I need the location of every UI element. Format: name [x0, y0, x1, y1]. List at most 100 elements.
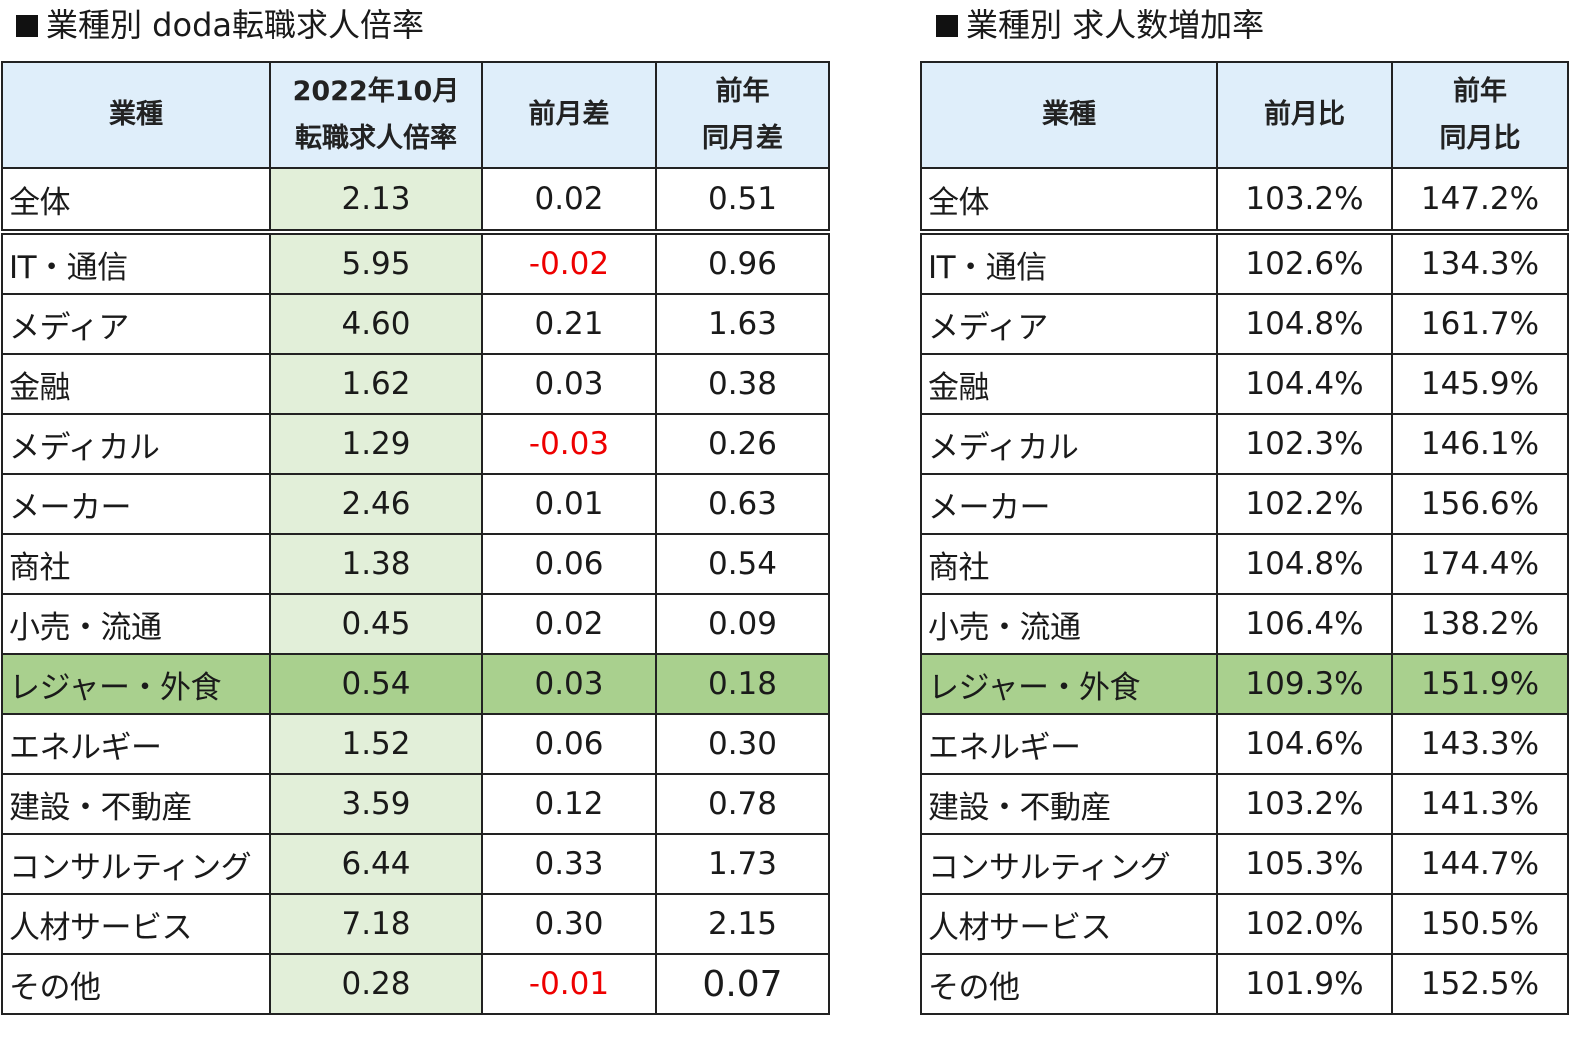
month-ratio-value: 102.2% — [1216, 473, 1393, 535]
industry-name: メディア — [1, 293, 271, 355]
year-ratio-value: 152.5% — [1391, 953, 1569, 1015]
job-ratio-value: 0.45 — [269, 593, 483, 655]
month-ratio-value: 109.3% — [1216, 653, 1393, 715]
table-row: 金融 104.4% 145.9% — [920, 353, 1569, 415]
table-row: IT・通信 5.95 -0.02 0.96 — [1, 231, 830, 295]
industry-name: 全体 — [1, 167, 271, 235]
year-diff-value: 0.78 — [655, 773, 830, 835]
month-diff-value: 0.06 — [481, 713, 657, 775]
industry-name: IT・通信 — [1, 231, 271, 295]
job-ratio-value: 7.18 — [269, 893, 483, 955]
job-ratio-table-body: 全体 2.13 0.02 0.51 IT・通信 5.95 -0.02 0.96 メディア 4.60… — [1, 167, 830, 1015]
industry-name: その他 — [1, 953, 271, 1015]
year-ratio-value: 150.5% — [1391, 893, 1569, 955]
table-row: 建設・不動産 103.2% 141.3% — [920, 773, 1569, 835]
job-ratio-value: 3.59 — [269, 773, 483, 835]
square-bullet-icon — [16, 15, 38, 37]
month-diff-value: 0.03 — [481, 653, 657, 715]
job-ratio-value: 0.54 — [269, 653, 483, 715]
header-year-diff: 前年 同月差 — [655, 61, 830, 169]
year-ratio-value: 138.2% — [1391, 593, 1569, 655]
industry-name: 金融 — [1, 353, 271, 415]
header-industry: 業種 — [920, 61, 1218, 169]
month-diff-value: -0.03 — [481, 413, 657, 475]
table-row: メディカル 102.3% 146.1% — [920, 413, 1569, 475]
year-ratio-value: 134.3% — [1391, 231, 1569, 295]
table-row: メーカー 102.2% 156.6% — [920, 473, 1569, 535]
table-row: 建設・不動産 3.59 0.12 0.78 — [1, 773, 830, 835]
header-job-ratio: 2022年10月 転職求人倍率 — [269, 61, 483, 169]
month-diff-value: 0.30 — [481, 893, 657, 955]
month-ratio-value: 102.6% — [1216, 231, 1393, 295]
job-ratio-value: 2.46 — [269, 473, 483, 535]
month-diff-value: -0.02 — [481, 231, 657, 295]
year-diff-value: 0.51 — [655, 167, 830, 235]
table-row: コンサルティング 6.44 0.33 1.73 — [1, 833, 830, 895]
table-row: メディア 4.60 0.21 1.63 — [1, 293, 830, 355]
table-row: 商社 104.8% 174.4% — [920, 533, 1569, 595]
year-diff-value: 0.30 — [655, 713, 830, 775]
industry-name: レジャー・外食 — [920, 653, 1218, 715]
month-diff-value: 0.33 — [481, 833, 657, 895]
left-table-title: 業種別 doda転職求人倍率 — [16, 2, 424, 48]
table-row: 全体 2.13 0.02 0.51 — [1, 167, 830, 235]
year-ratio-value: 141.3% — [1391, 773, 1569, 835]
job-ratio-value: 1.38 — [269, 533, 483, 595]
month-ratio-value: 104.8% — [1216, 533, 1393, 595]
industry-name: エネルギー — [1, 713, 271, 775]
year-ratio-value: 174.4% — [1391, 533, 1569, 595]
month-ratio-value: 104.8% — [1216, 293, 1393, 355]
table-row: 人材サービス 102.0% 150.5% — [920, 893, 1569, 955]
month-ratio-value: 104.4% — [1216, 353, 1393, 415]
job-growth-table: 業種 前月比 前年 同月比 全体 103.2% 147.2% IT・通信 102.6% 1… — [920, 61, 1569, 1015]
industry-name: メーカー — [1, 473, 271, 535]
year-diff-value: 0.96 — [655, 231, 830, 295]
table-row: レジャー・外食 109.3% 151.9% — [920, 653, 1569, 715]
year-diff-value: 0.38 — [655, 353, 830, 415]
month-diff-value: -0.01 — [481, 953, 657, 1015]
header-year-ratio: 前年 同月比 — [1391, 61, 1569, 169]
month-ratio-value: 102.0% — [1216, 893, 1393, 955]
industry-name: 建設・不動産 — [920, 773, 1218, 835]
job-ratio-table: 業種 2022年10月 転職求人倍率 前月差 前年 同月差 全体 2.13 0.02… — [1, 61, 830, 1015]
table-row: コンサルティング 105.3% 144.7% — [920, 833, 1569, 895]
year-ratio-value: 161.7% — [1391, 293, 1569, 355]
month-ratio-value: 105.3% — [1216, 833, 1393, 895]
table-row: 商社 1.38 0.06 0.54 — [1, 533, 830, 595]
industry-name: メディカル — [1, 413, 271, 475]
month-ratio-value: 103.2% — [1216, 773, 1393, 835]
industry-name: 小売・流通 — [920, 593, 1218, 655]
job-ratio-value: 0.28 — [269, 953, 483, 1015]
industry-name: メディア — [920, 293, 1218, 355]
industry-name: 建設・不動産 — [1, 773, 271, 835]
industry-name: 小売・流通 — [1, 593, 271, 655]
square-bullet-icon — [936, 15, 958, 37]
month-ratio-value: 106.4% — [1216, 593, 1393, 655]
industry-name: 金融 — [920, 353, 1218, 415]
job-ratio-value: 1.29 — [269, 413, 483, 475]
year-ratio-value: 156.6% — [1391, 473, 1569, 535]
year-ratio-value: 151.9% — [1391, 653, 1569, 715]
month-ratio-value: 103.2% — [1216, 167, 1393, 235]
industry-name: 人材サービス — [920, 893, 1218, 955]
month-diff-value: 0.02 — [481, 593, 657, 655]
table-row: 小売・流通 106.4% 138.2% — [920, 593, 1569, 655]
industry-name: コンサルティング — [920, 833, 1218, 895]
industry-name: その他 — [920, 953, 1218, 1015]
table-row: 全体 103.2% 147.2% — [920, 167, 1569, 235]
industry-name: コンサルティング — [1, 833, 271, 895]
job-ratio-value: 4.60 — [269, 293, 483, 355]
job-ratio-value: 1.62 — [269, 353, 483, 415]
table-row: メディア 104.8% 161.7% — [920, 293, 1569, 355]
header-industry: 業種 — [1, 61, 271, 169]
industry-name: 人材サービス — [1, 893, 271, 955]
industry-name: IT・通信 — [920, 231, 1218, 295]
year-ratio-value: 146.1% — [1391, 413, 1569, 475]
year-diff-value: 2.15 — [655, 893, 830, 955]
year-diff-value: 0.07 — [655, 953, 830, 1015]
job-ratio-value: 5.95 — [269, 231, 483, 295]
right-table-title: 業種別 求人数増加率 — [936, 2, 1264, 48]
month-ratio-value: 104.6% — [1216, 713, 1393, 775]
industry-name: エネルギー — [920, 713, 1218, 775]
table-row: IT・通信 102.6% 134.3% — [920, 231, 1569, 295]
